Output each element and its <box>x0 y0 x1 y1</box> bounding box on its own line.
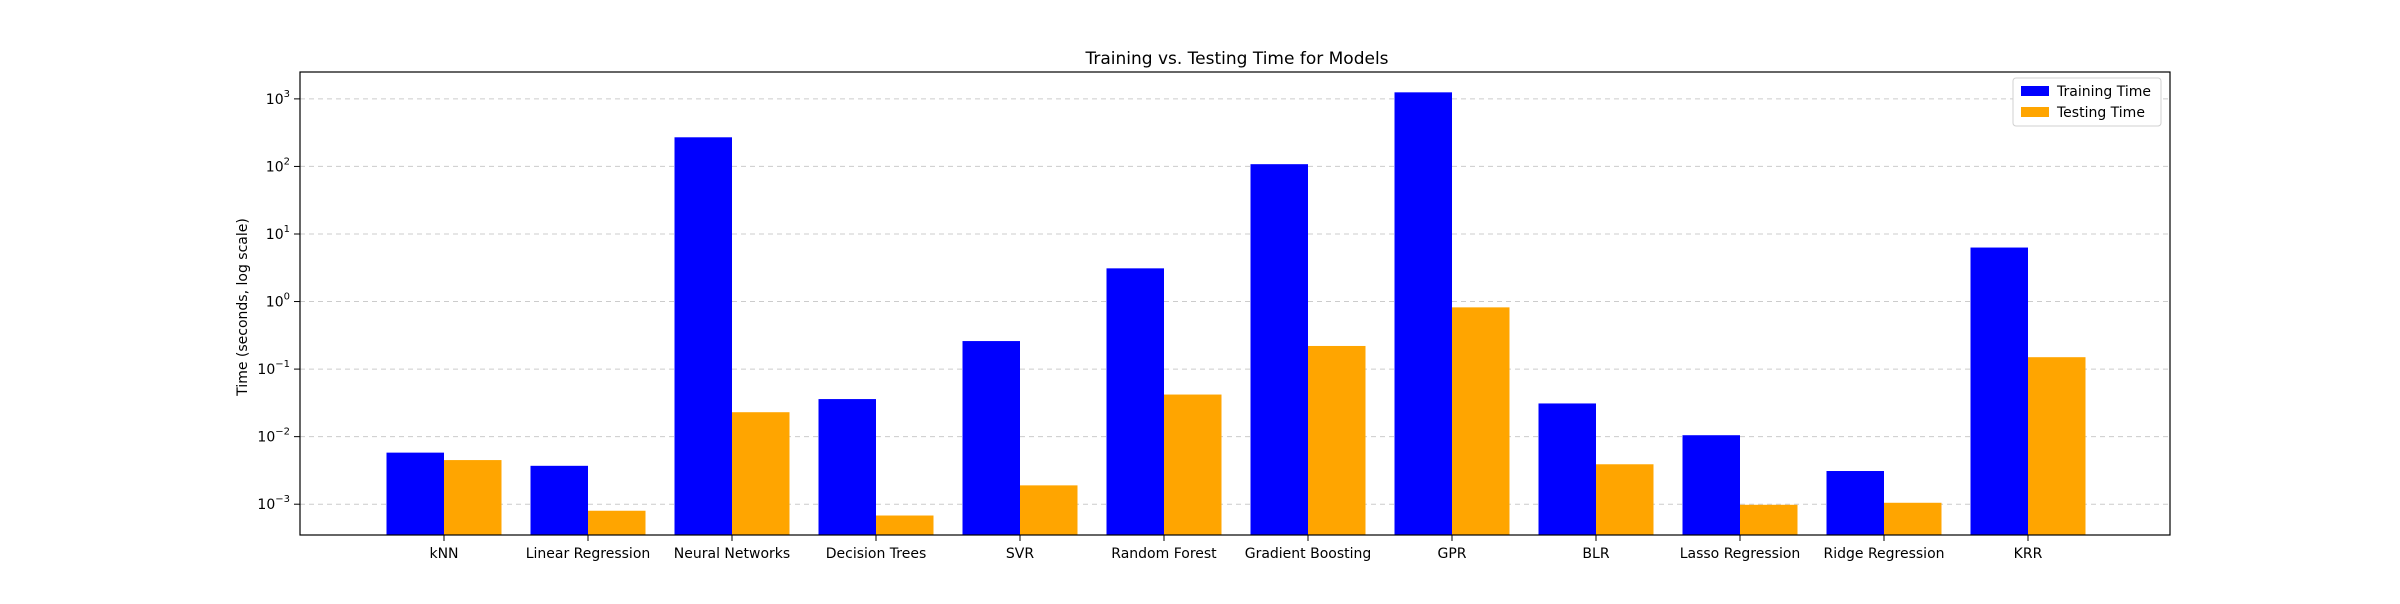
y-tick-label: 10−1 <box>257 359 290 378</box>
bar-testing-time <box>1740 504 1798 535</box>
bar-testing-time <box>1308 345 1366 535</box>
x-tick-label: Lasso Regression <box>1680 546 1801 562</box>
x-tick-label: Decision Trees <box>826 546 927 562</box>
bar-training-time <box>1106 268 1164 535</box>
bar-training-time <box>1682 435 1740 535</box>
x-tick-label: Ridge Regression <box>1823 546 1944 562</box>
y-tick-label: 100 <box>266 292 290 311</box>
bar-testing-time <box>876 515 934 535</box>
x-tick-label: Linear Regression <box>526 546 651 562</box>
bar-training-time <box>1250 164 1308 535</box>
y-axis-label: Time (seconds, log scale) <box>235 218 251 397</box>
bar-training-time <box>1394 92 1452 535</box>
x-tick-label: Gradient Boosting <box>1245 546 1372 562</box>
bar-testing-time <box>444 460 502 535</box>
bar-testing-time <box>588 510 646 535</box>
legend-label: Training Time <box>2056 84 2151 100</box>
bar-training-time <box>818 399 876 535</box>
bar-training-time <box>1826 471 1884 535</box>
y-tick-label: 10−2 <box>257 427 290 446</box>
legend-swatch <box>2021 86 2049 96</box>
bar-testing-time <box>1452 307 1510 535</box>
axes: 10−3 10−2 10−1 100 101 102 103 kNN Linear Regres… <box>257 89 2042 562</box>
gridlines <box>300 98 2170 505</box>
legend-swatch <box>2021 107 2049 117</box>
bar-testing-time <box>2028 357 2086 535</box>
bar-training-time <box>530 465 588 535</box>
x-tick-label: Neural Networks <box>674 546 790 562</box>
plot-frame <box>299 71 2171 536</box>
bar-training-time <box>674 137 732 536</box>
x-tick-label: Random Forest <box>1111 546 1217 562</box>
chart-title: Training vs. Testing Time for Models <box>1084 49 1388 69</box>
y-tick-label: 10−3 <box>257 494 290 513</box>
bar-training-time <box>1970 247 2028 535</box>
legend-box <box>2012 77 2162 127</box>
bar-testing-time <box>1020 485 1078 535</box>
bar-testing-time <box>1164 394 1222 535</box>
x-tick-label: kNN <box>429 546 458 562</box>
bar-testing-time <box>732 412 790 535</box>
bar-testing-time <box>1596 464 1654 535</box>
legend: Training Time Testing Time <box>2012 77 2162 127</box>
bar-training-time <box>386 452 444 535</box>
y-tick-label: 102 <box>266 156 290 175</box>
y-tick-label: 101 <box>266 224 290 243</box>
bars <box>386 92 2086 536</box>
bar-training-time <box>962 341 1020 535</box>
bar-testing-time <box>1884 502 1942 535</box>
legend-label: Testing Time <box>2056 105 2145 121</box>
x-tick-label: BLR <box>1582 546 1609 562</box>
x-tick-label: GPR <box>1437 546 1466 562</box>
x-tick-label: KRR <box>2014 546 2043 562</box>
bar-training-time <box>1538 403 1596 535</box>
y-tick-label: 103 <box>266 89 290 108</box>
x-tick-label: SVR <box>1006 546 1034 562</box>
